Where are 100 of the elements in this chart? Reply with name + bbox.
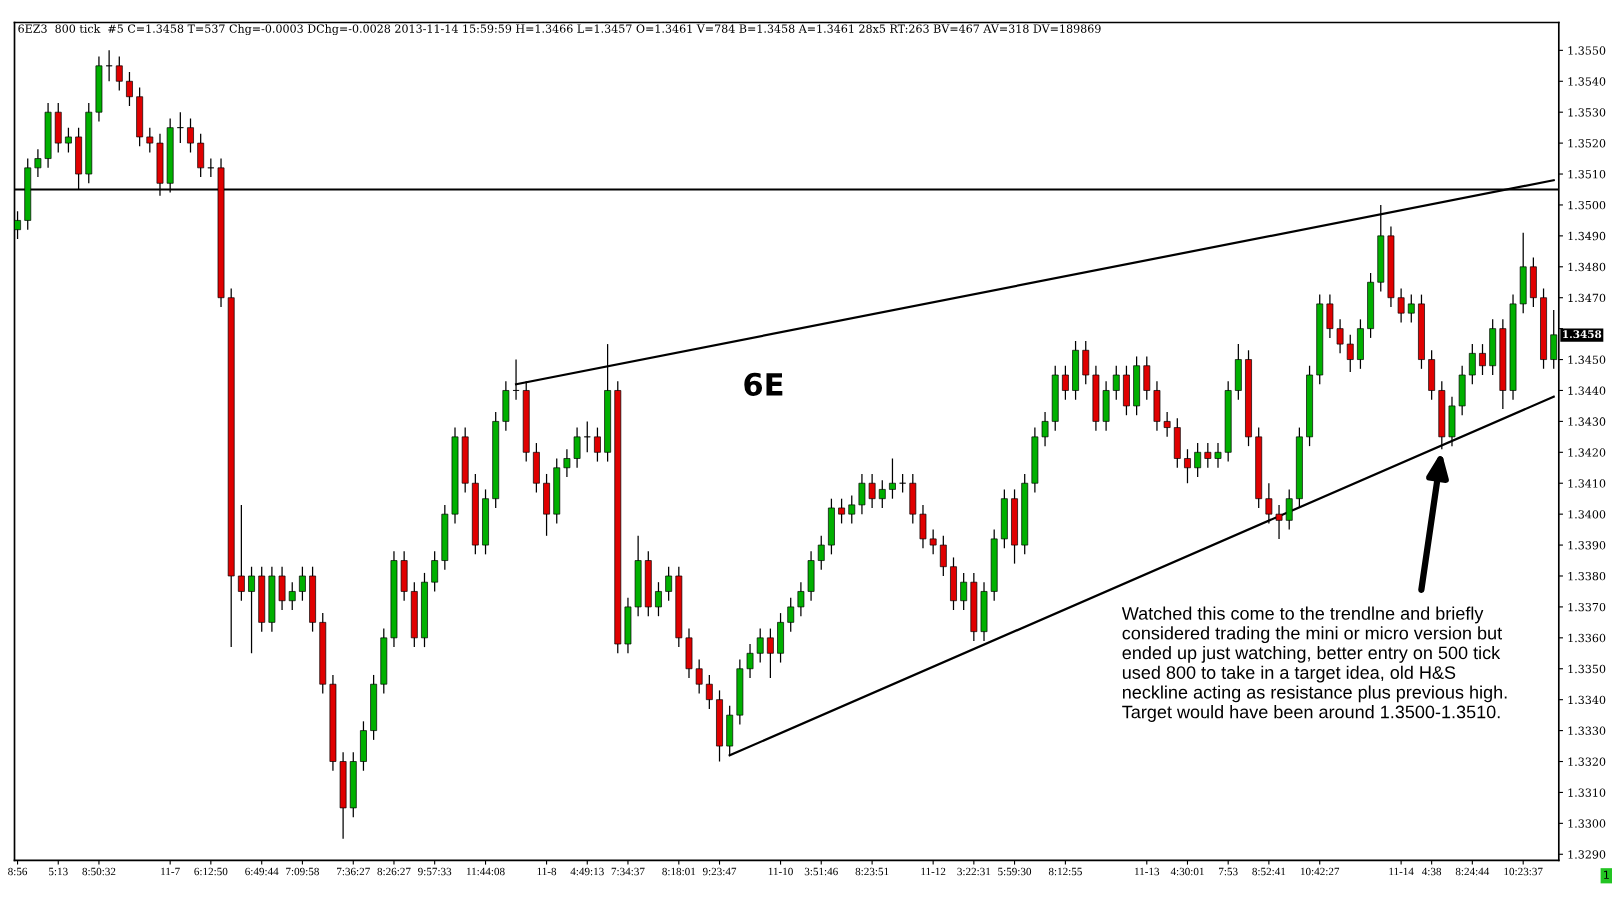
candlestick xyxy=(889,457,896,500)
candlestick xyxy=(1204,442,1212,469)
y-tick-label: 1.3410 xyxy=(1568,479,1606,488)
candlestick xyxy=(573,426,581,469)
y-tick-label: 1.3540 xyxy=(1568,77,1606,86)
y-tick-label: 1.3350 xyxy=(1568,664,1606,674)
y-tick-label: 1.3500 xyxy=(1568,200,1606,210)
candlestick xyxy=(176,111,184,144)
y-tick-label: 1.3290 xyxy=(1568,850,1606,859)
x-tick-label: 7:34:37 xyxy=(611,867,645,876)
candlestick xyxy=(766,627,774,679)
candlestick xyxy=(1479,343,1486,376)
candlestick xyxy=(207,157,215,178)
x-tick-label: 11-8 xyxy=(537,867,557,876)
candlestick xyxy=(1041,411,1049,447)
candlestick xyxy=(1194,442,1202,478)
y-tick-label: 1.3490 xyxy=(1568,231,1606,241)
candlestick xyxy=(838,498,845,525)
candlestick xyxy=(848,494,856,525)
candlestick xyxy=(14,210,21,240)
x-tick-label: 4:49:13 xyxy=(570,867,604,876)
x-tick-label: 8:50:32 xyxy=(82,867,116,876)
x-tick-label: 9:57:33 xyxy=(418,867,452,876)
candlestick xyxy=(858,473,866,515)
y-tick-label: 1.3400 xyxy=(1568,510,1606,519)
annotation: Watched this come to the trendlne and briefly considered trading the mini or micro version but ended up just watching, better entry on 500 tick used 800 to take in a target idea, old H&S neckline acting as resistance plus previous high. Target would have been around 1.3500-1.3510. xyxy=(1121,606,1507,722)
x-tick-label: 8:52:41 xyxy=(1252,867,1286,876)
candlestick xyxy=(665,566,673,602)
candlestick xyxy=(1112,365,1120,401)
x-tick-label: 5:59:30 xyxy=(998,867,1032,876)
candlestick xyxy=(1163,411,1171,438)
candlestick xyxy=(583,420,591,453)
y-tick-label: 1.3550 xyxy=(1568,46,1606,55)
y-tick-label: 1.3420 xyxy=(1568,448,1606,457)
y-tick-label: 1.3340 xyxy=(1568,695,1606,705)
candlestick xyxy=(655,581,662,617)
candlestick xyxy=(563,448,571,478)
x-tick-label: 8:56 xyxy=(8,867,28,876)
y-tick-label: 1.3370 xyxy=(1568,602,1606,612)
candlestick xyxy=(695,658,703,695)
candlestick xyxy=(299,566,306,602)
y-tick-label: 1.3520 xyxy=(1568,139,1606,148)
candlestick xyxy=(817,535,825,571)
y-tick-label: 1.3320 xyxy=(1568,757,1606,766)
candlestick xyxy=(1346,334,1354,373)
candlestick xyxy=(288,581,296,611)
candlestick xyxy=(929,528,937,555)
x-tick-label: 8:24:44 xyxy=(1455,867,1490,876)
candlestick xyxy=(187,117,194,154)
candlestick xyxy=(960,572,968,611)
x-tick-label: 7:53 xyxy=(1219,867,1238,876)
x-tick-label: 10:23:37 xyxy=(1504,867,1543,876)
x-tick-label: 6:12:50 xyxy=(194,867,228,876)
candlestick xyxy=(237,504,245,602)
candlestick xyxy=(1397,287,1405,324)
candlestick xyxy=(705,674,713,710)
x-tick-label: 3:51:46 xyxy=(804,867,838,876)
candlestick xyxy=(1214,442,1222,469)
x-tick-label: 11:44:08 xyxy=(466,867,505,876)
candlestick xyxy=(1265,482,1273,525)
candlestick xyxy=(146,127,154,154)
candlestick xyxy=(1184,448,1191,484)
candlestick xyxy=(115,55,123,92)
y-tick-label: 1.3530 xyxy=(1568,108,1606,117)
candlestick xyxy=(34,148,42,178)
x-tick-label: 8:26:27 xyxy=(377,867,411,876)
candlestick xyxy=(594,426,601,463)
annotation: 6E xyxy=(744,372,783,396)
x-tick-label: 5:13 xyxy=(49,867,68,876)
candlestick xyxy=(756,627,764,664)
candlestick xyxy=(431,550,439,593)
y-tick-label: 1.3470 xyxy=(1568,293,1606,303)
x-tick-label: 11-7 xyxy=(161,867,180,876)
y-tick-label: 1.3330 xyxy=(1568,726,1606,735)
x-tick-label: 11-10 xyxy=(768,867,793,876)
y-tick-label: 1.3430 xyxy=(1568,417,1606,426)
candlestick xyxy=(899,473,907,494)
text: 1.3458 xyxy=(1563,330,1602,339)
candlestick xyxy=(105,49,113,82)
candlestick xyxy=(878,479,886,509)
y-tick-label: 1.3310 xyxy=(1568,788,1606,797)
candlestick xyxy=(787,597,795,633)
x-tick-label: 6:49:44 xyxy=(245,867,279,876)
x-tick-label: 11-12 xyxy=(921,867,946,876)
candlestick xyxy=(939,535,947,577)
candlestick xyxy=(1275,504,1283,540)
y-tick-label: 1.3300 xyxy=(1568,819,1606,828)
x-tick-label: 3:22:31 xyxy=(957,867,991,876)
candlestick xyxy=(1336,318,1344,354)
x-tick-label: 4:30:01 xyxy=(1170,867,1204,876)
candlestick xyxy=(1468,343,1476,385)
y-tick-label: 1.3510 xyxy=(1568,170,1606,179)
candlestick xyxy=(797,581,805,617)
candlestick xyxy=(1062,365,1069,401)
text: 1 xyxy=(1604,870,1609,879)
candlestick xyxy=(746,643,754,679)
y-tick-label: 1.3360 xyxy=(1568,633,1606,643)
candlestick xyxy=(248,566,255,654)
candlestick xyxy=(126,71,133,107)
x-tick-label: 7:09:58 xyxy=(286,867,319,876)
